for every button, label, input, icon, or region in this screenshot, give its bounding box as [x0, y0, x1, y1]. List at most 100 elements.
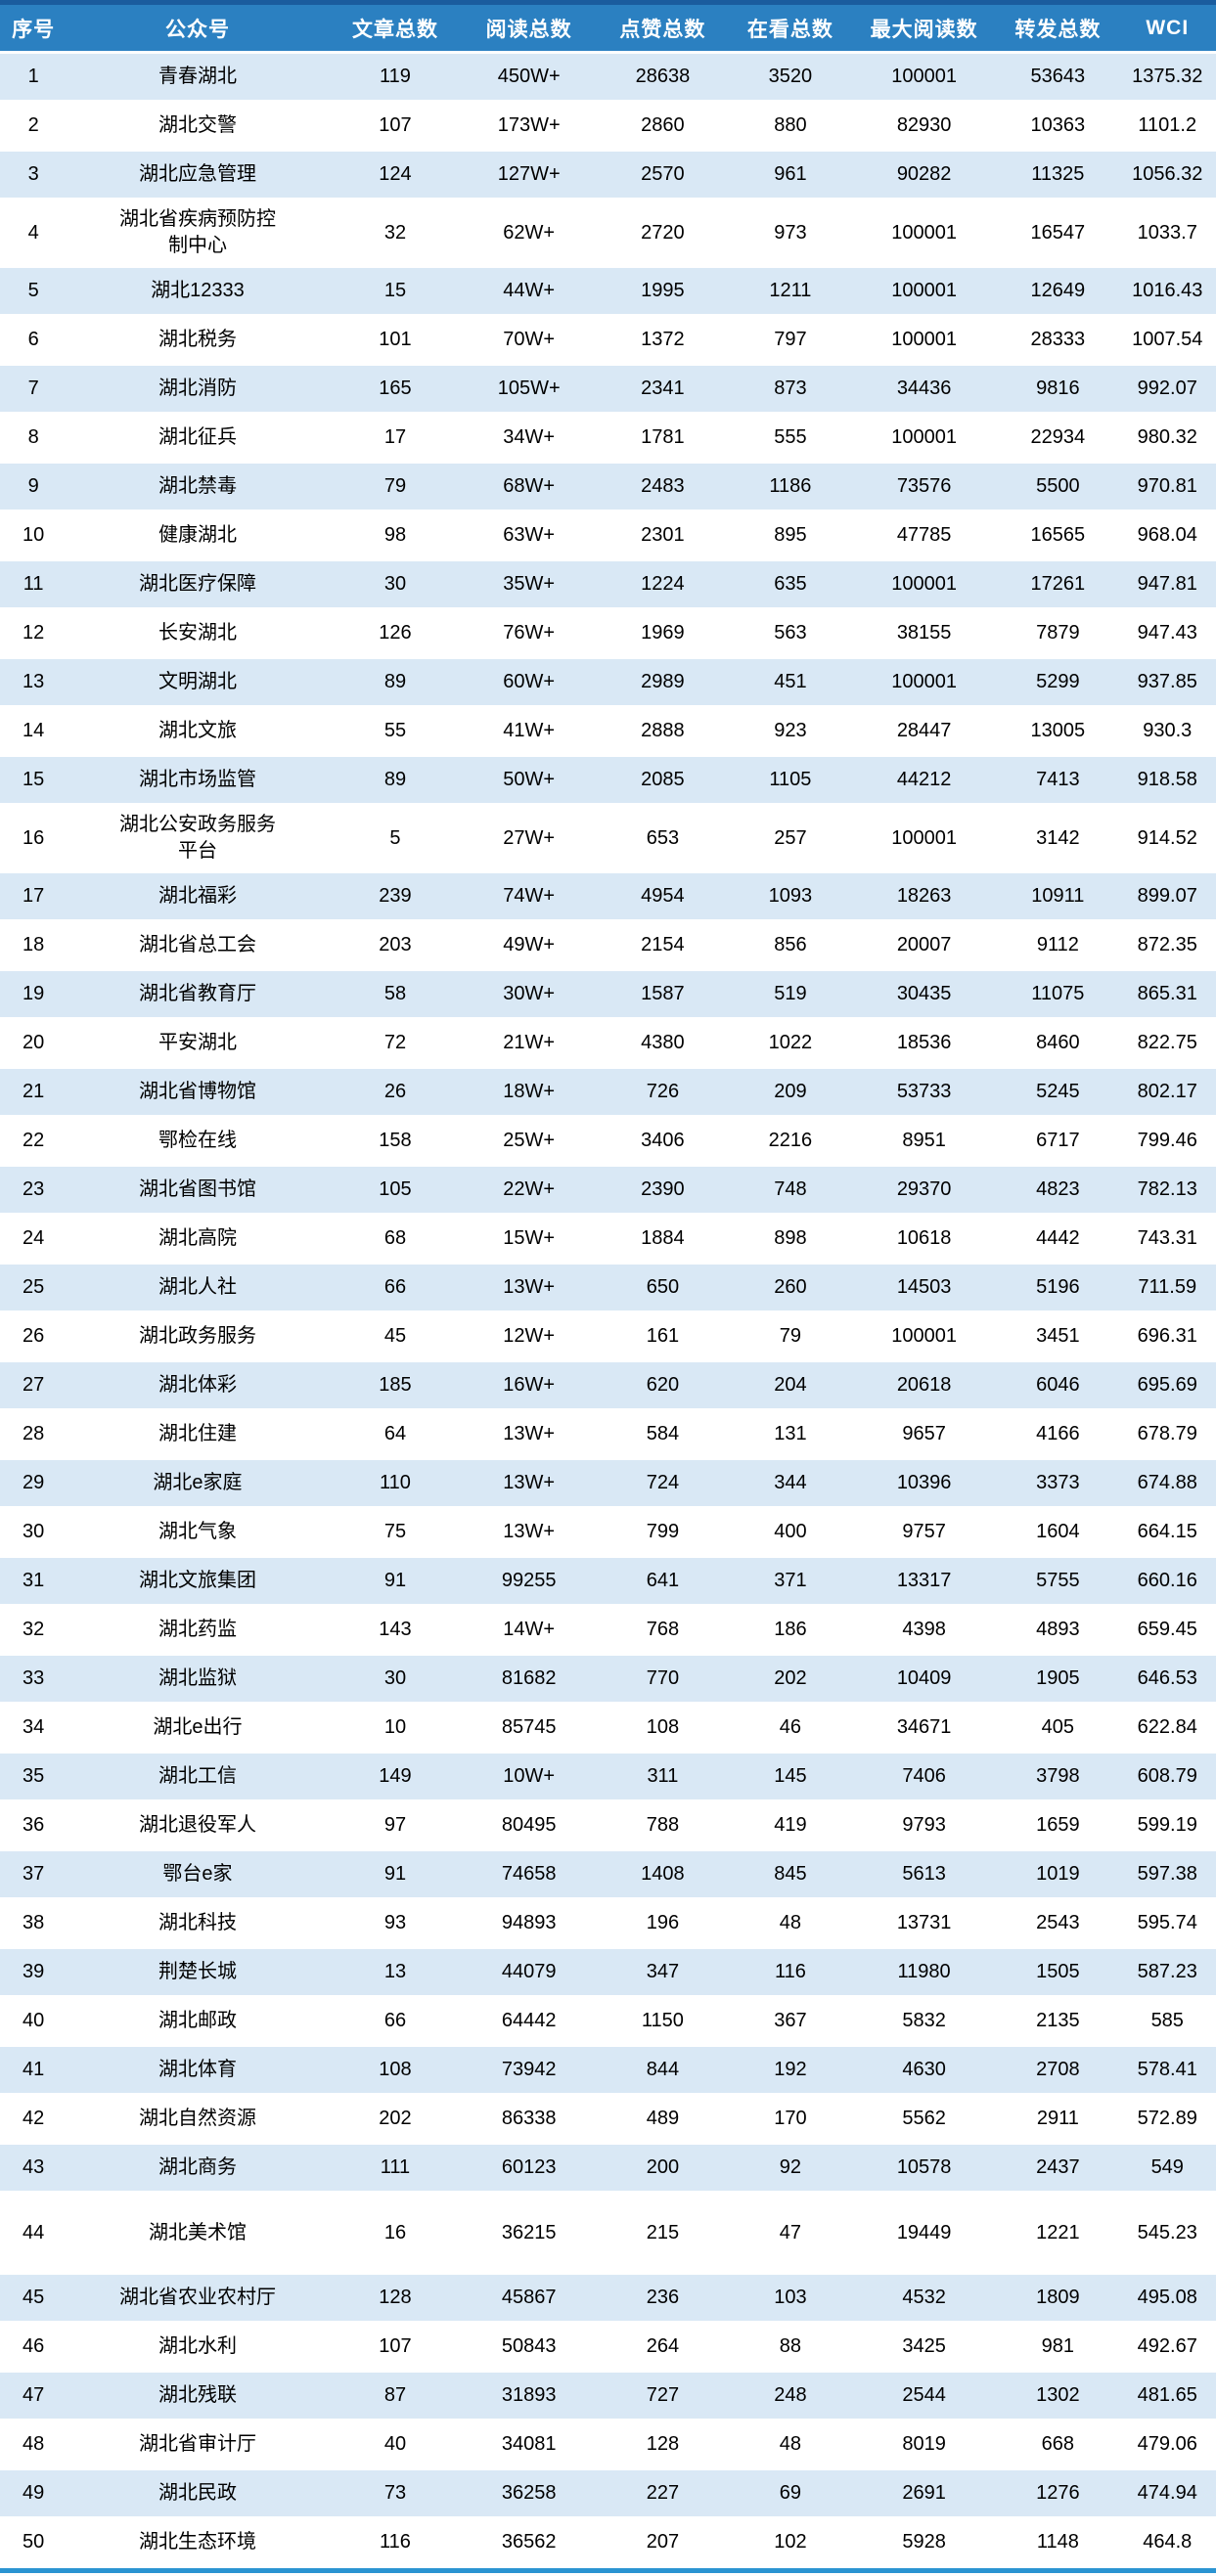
cell-wci: 799.46	[1119, 1117, 1216, 1166]
cell-account: 湖北商务	[67, 2144, 328, 2193]
cell-account: 湖北e出行	[67, 1704, 328, 1753]
cell-account: 荆楚长城	[67, 1948, 328, 1997]
cell-articles: 105	[329, 1166, 463, 1215]
account-name: 湖北省总工会	[139, 932, 256, 958]
cell-max-reads: 100001	[851, 658, 997, 707]
cell-account: 湖北美术馆	[67, 2193, 328, 2274]
cell-account: 湖北12333	[67, 267, 328, 316]
cell-looks: 2216	[730, 1117, 851, 1166]
account-name: 荆楚长城	[158, 1959, 237, 1985]
cell-looks: 248	[730, 2372, 851, 2421]
cell-articles: 32	[329, 200, 463, 267]
cell-forwards: 5245	[997, 1068, 1118, 1117]
cell-max-reads: 34671	[851, 1704, 997, 1753]
account-name: 湖北生态环境	[139, 2529, 256, 2555]
cell-wci: 947.43	[1119, 609, 1216, 658]
cell-likes: 1150	[596, 1997, 730, 2046]
cell-account: 鄂台e家	[67, 1850, 328, 1899]
cell-looks: 186	[730, 1606, 851, 1655]
cell-looks: 192	[730, 2046, 851, 2095]
cell-rank: 12	[0, 609, 67, 658]
cell-reads: 10W+	[462, 1753, 596, 1801]
cell-articles: 97	[329, 1801, 463, 1850]
cell-looks: 145	[730, 1753, 851, 1801]
account-name: 湖北人社	[158, 1274, 237, 1301]
account-name: 湖北政务服务	[139, 1323, 256, 1350]
cell-articles: 66	[329, 1997, 463, 2046]
cell-likes: 2860	[596, 102, 730, 151]
cell-wci: 1056.32	[1119, 151, 1216, 200]
col-header-wci: WCI	[1119, 5, 1216, 53]
cell-looks: 563	[730, 609, 851, 658]
cell-articles: 68	[329, 1215, 463, 1264]
cell-looks: 69	[730, 2469, 851, 2518]
cell-rank: 8	[0, 414, 67, 463]
cell-likes: 650	[596, 1264, 730, 1312]
cell-account: 青春湖北	[67, 53, 328, 102]
cell-max-reads: 73576	[851, 463, 997, 511]
cell-likes: 1995	[596, 267, 730, 316]
cell-reads: 49W+	[462, 921, 596, 970]
cell-wci: 678.79	[1119, 1410, 1216, 1459]
cell-reads: 27W+	[462, 805, 596, 872]
account-name: 湖北美术馆	[149, 2220, 247, 2246]
cell-wci: 660.16	[1119, 1557, 1216, 1606]
cell-looks: 344	[730, 1459, 851, 1508]
account-name: 文明湖北	[158, 669, 237, 695]
cell-likes: 768	[596, 1606, 730, 1655]
cell-reads: 62W+	[462, 200, 596, 267]
account-name: 鄂台e家	[162, 1861, 232, 1888]
cell-forwards: 3373	[997, 1459, 1118, 1508]
cell-account: 平安湖北	[67, 1019, 328, 1068]
cell-articles: 89	[329, 756, 463, 805]
cell-articles: 202	[329, 2095, 463, 2144]
cell-account: 湖北禁毒	[67, 463, 328, 511]
cell-wci: 1101.2	[1119, 102, 1216, 151]
cell-articles: 203	[329, 921, 463, 970]
cell-max-reads: 100001	[851, 805, 997, 872]
cell-forwards: 6046	[997, 1361, 1118, 1410]
cell-likes: 724	[596, 1459, 730, 1508]
cell-looks: 400	[730, 1508, 851, 1557]
cell-rank: 30	[0, 1508, 67, 1557]
cell-wci: 599.19	[1119, 1801, 1216, 1850]
cell-articles: 149	[329, 1753, 463, 1801]
cell-max-reads: 53733	[851, 1068, 997, 1117]
cell-max-reads: 10396	[851, 1459, 997, 1508]
cell-max-reads: 30435	[851, 970, 997, 1019]
cell-articles: 111	[329, 2144, 463, 2193]
cell-wci: 646.53	[1119, 1655, 1216, 1704]
cell-max-reads: 5832	[851, 1997, 997, 2046]
cell-likes: 2341	[596, 365, 730, 414]
cell-forwards: 11325	[997, 151, 1118, 200]
cell-wci: 947.81	[1119, 560, 1216, 609]
cell-articles: 124	[329, 151, 463, 200]
cell-rank: 17	[0, 872, 67, 921]
cell-rank: 32	[0, 1606, 67, 1655]
cell-wci: 479.06	[1119, 2421, 1216, 2469]
cell-forwards: 9816	[997, 365, 1118, 414]
cell-rank: 5	[0, 267, 67, 316]
cell-reads: 13W+	[462, 1264, 596, 1312]
cell-forwards: 28333	[997, 316, 1118, 365]
cell-articles: 10	[329, 1704, 463, 1753]
account-name: 湖北省博物馆	[139, 1079, 256, 1105]
cell-wci: 597.38	[1119, 1850, 1216, 1899]
cell-rank: 50	[0, 2518, 67, 2567]
cell-articles: 89	[329, 658, 463, 707]
cell-likes: 161	[596, 1312, 730, 1361]
